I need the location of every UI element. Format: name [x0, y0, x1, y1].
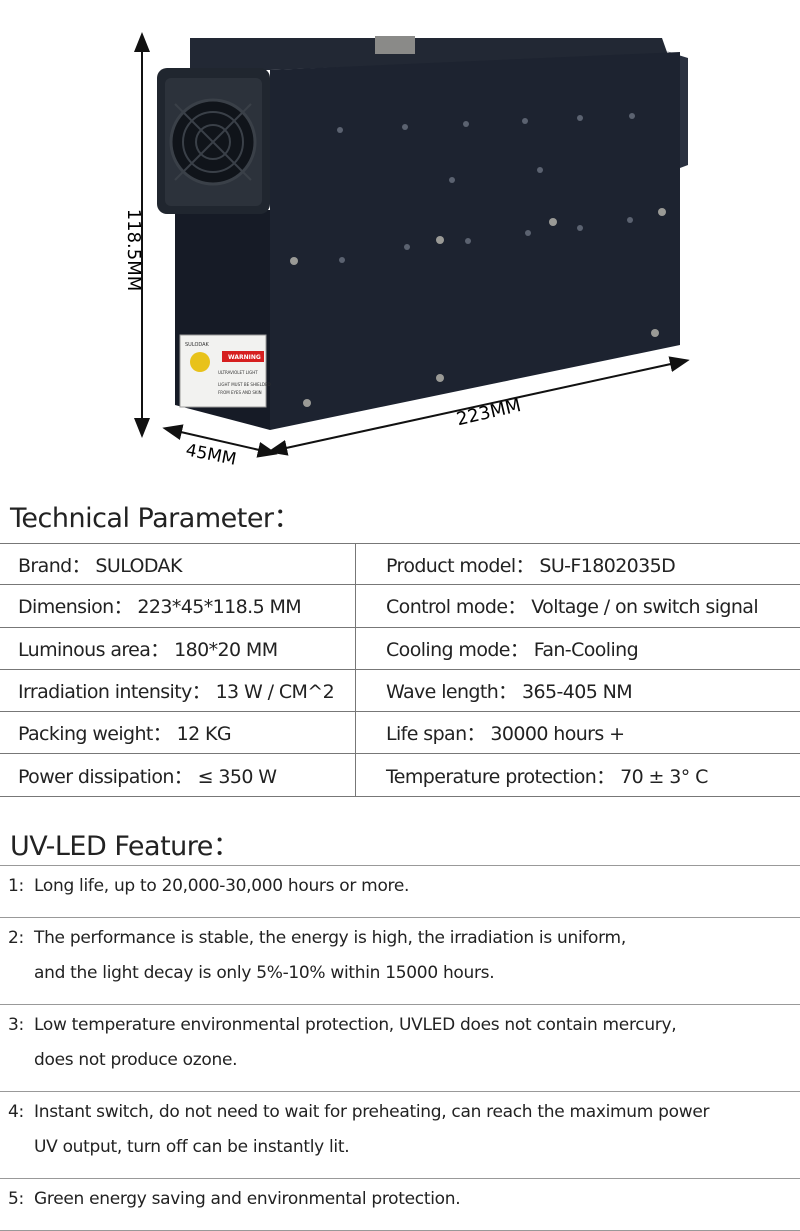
column-divider	[355, 544, 356, 585]
page: {"product_image": {"height_label": "118.…	[0, 31, 800, 1231]
feature-number: 2:	[8, 928, 24, 948]
table-cell: Control mode： Voltage / on switch signal	[386, 596, 759, 619]
table-cell: Dimension： 223*45*118.5 MM	[18, 596, 302, 619]
product-image: 118.5MM 223MM 45MM SULODAK WARNING ULTRA…	[123, 31, 690, 470]
device	[157, 36, 688, 430]
column-divider	[355, 754, 356, 796]
feature-line: 5: Green energy saving and environmental …	[8, 1189, 800, 1224]
table-row: Luminous area： 180*20 MM Cooling mode： Fa…	[0, 627, 800, 670]
table-cell: Product model： SU-F1802035D	[386, 554, 676, 577]
length-arrow	[267, 356, 690, 456]
column-divider	[355, 712, 356, 754]
feature-item: 4: Instant switch, do not need to wait fo…	[0, 1091, 800, 1178]
feature-number: 3:	[8, 1015, 24, 1035]
table-cell: Power dissipation： ≤ 350 W	[18, 765, 277, 788]
feature-text: and the light decay is only 5%-10% withi…	[34, 963, 495, 983]
section-title: Technical Parameter：	[10, 503, 301, 534]
column-divider	[355, 585, 356, 627]
feature-line: 4: Instant switch, do not need to wait fo…	[8, 1102, 800, 1137]
feature-text: Green energy saving and environmental pr…	[34, 1189, 461, 1209]
table-cell: Cooling mode： Fan-Cooling	[386, 638, 639, 661]
feature-number: 1:	[8, 876, 24, 896]
label-line: LIGHT MUST BE SHIELDED	[218, 382, 271, 387]
feature-text: UV output, turn off can be instantly lit…	[34, 1137, 350, 1157]
label-brand: SULODAK	[185, 342, 210, 348]
feature-text: Instant switch, do not need to wait for …	[34, 1102, 710, 1122]
table-cell: Luminous area： 180*20 MM	[18, 638, 278, 661]
feature-line: UV output, turn off can be instantly lit…	[8, 1137, 800, 1172]
table-cell: Life span： 30000 hours +	[386, 723, 625, 746]
feature-number: 5:	[8, 1189, 24, 1209]
feature-item: 3: Low temperature environmental protecti…	[0, 1004, 800, 1091]
table-cell: Wave length： 365-405 NM	[386, 681, 633, 704]
feature-text: Long life, up to 20,000-30,000 hours or …	[34, 876, 410, 896]
table-row: Irradiation intensity： 13 W / CM^2 Wave l…	[0, 669, 800, 713]
feature-text: The performance is stable, the energy is…	[34, 928, 626, 948]
label-title: WARNING	[228, 354, 261, 361]
table-cell: Packing weight： 12 KG	[18, 723, 232, 746]
table-cell: Temperature protection： 70 ± 3° C	[386, 765, 708, 788]
feature-number: 4:	[8, 1102, 24, 1122]
parameter-table: Brand： SULODAK Product model： SU-F1802035…	[0, 543, 800, 797]
column-divider	[355, 669, 356, 712]
table-cell: Brand： SULODAK	[18, 554, 182, 577]
feature-line: 1: Long life, up to 20,000-30,000 hours o…	[8, 876, 800, 911]
table-row: Brand： SULODAK Product model： SU-F1802035…	[0, 543, 800, 586]
feature-line: does not produce ozone.	[8, 1050, 800, 1085]
label-line: FROM EYES AND SKIN	[218, 390, 262, 395]
table-row: Dimension： 223*45*118.5 MM Control mode： …	[0, 585, 800, 628]
table-row: Packing weight： 12 KG Life span： 30000 ho…	[0, 712, 800, 755]
feature-text: does not produce ozone.	[34, 1050, 238, 1070]
height-label: 118.5MM	[123, 209, 144, 292]
feature-text: Low temperature environmental protection…	[34, 1015, 677, 1035]
table-cell: Irradiation intensity： 13 W / CM^2	[18, 681, 335, 704]
column-divider	[355, 627, 356, 669]
table-row: Power dissipation： ≤ 350 W Temperature pr…	[0, 754, 800, 797]
feature-item: 5: Green energy saving and environmental …	[0, 1178, 800, 1231]
feature-item: 2: The performance is stable, the energy …	[0, 917, 800, 1004]
feature-line: 3: Low temperature environmental protecti…	[8, 1015, 800, 1050]
width-arrow	[162, 424, 278, 458]
feature-line: 2: The performance is stable, the energy …	[8, 928, 800, 963]
feature-line: and the light decay is only 5%-10% withi…	[8, 963, 800, 998]
width-label: 45MM	[184, 440, 238, 469]
feature-list: 1: Long life, up to 20,000-30,000 hours o…	[0, 865, 800, 1231]
section-title: UV-LED Feature：	[10, 831, 240, 862]
feature-item: 1: Long life, up to 20,000-30,000 hours o…	[0, 865, 800, 917]
label-line: ULTRAVIOLET LIGHT	[218, 370, 258, 375]
length-label: 223MM	[455, 395, 523, 430]
